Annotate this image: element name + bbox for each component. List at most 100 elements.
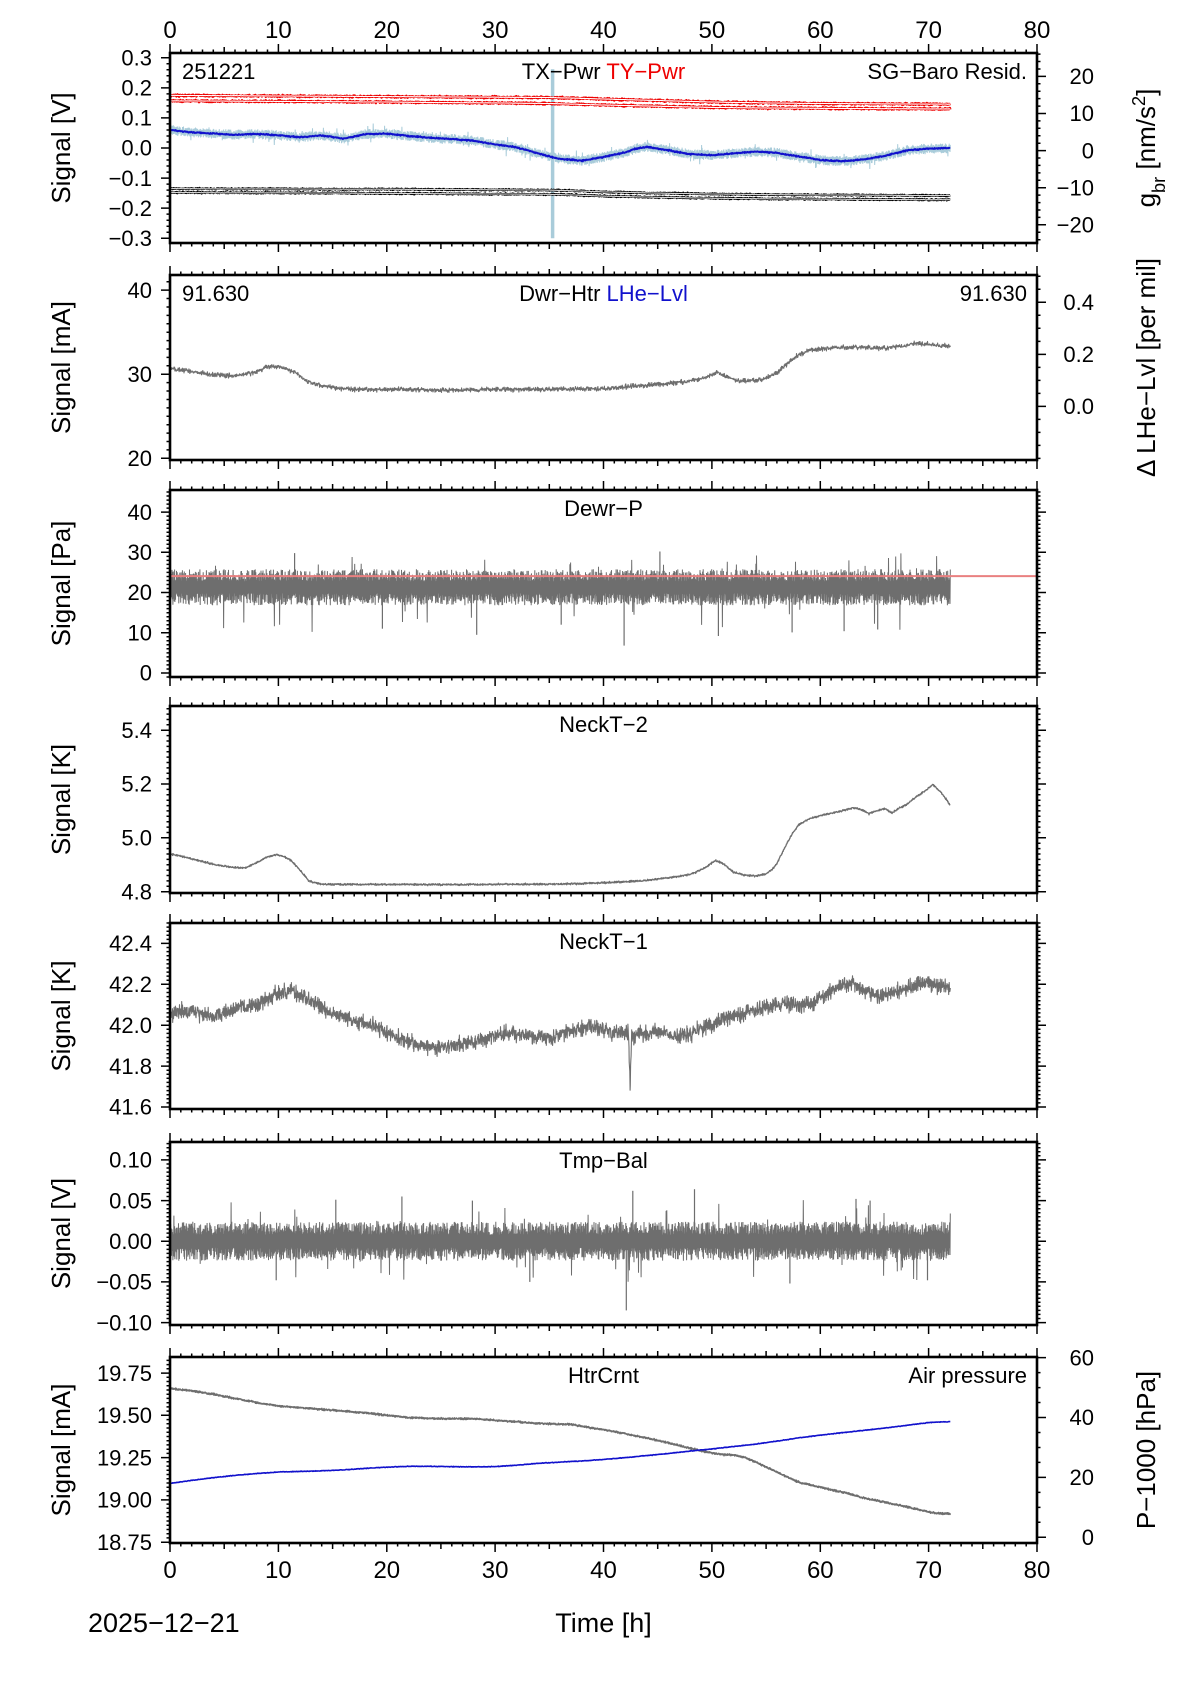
left-tick-label: 42.2 <box>109 972 152 997</box>
left-axis-title: Signal [Pa] <box>46 521 76 647</box>
series-ty-pwr-upper-smooth <box>170 94 951 105</box>
left-tick-label: 20 <box>128 446 152 471</box>
panel-ticks <box>161 266 1046 469</box>
right-axis-title: P−1000 [hPa] <box>1131 1371 1161 1529</box>
series-htrcrnt <box>170 1386 952 1516</box>
left-tick-label: 0.1 <box>121 106 152 131</box>
panel-7-htrcrnt-airpressure: 19.75 19.50 19.25 19.00 18.75 60 40 20 0 Signal [… <box>46 1345 1161 1555</box>
x-axis-top-label: 0 <box>163 17 176 44</box>
panel-ticks <box>161 44 1046 252</box>
left-tick-label: 30 <box>128 540 152 565</box>
left-tick-label: 0.3 <box>121 46 152 71</box>
left-tick-label: 0 <box>140 661 152 686</box>
panel-title: Dwr−Htr LHe−Lvl <box>519 281 688 306</box>
right-tick-label: 0.2 <box>1063 342 1094 367</box>
x-axis-bottom-label: 70 <box>915 1557 942 1584</box>
right-tick-label: −10 <box>1057 175 1094 200</box>
panel-2-dwr-htr-lhe-lvl: 40 30 20 0.4 0.2 0.0 Signal [mA] Δ LHe−Lvl [per… <box>46 258 1161 477</box>
left-tick-label: 41.6 <box>109 1095 152 1120</box>
x-axis-bottom-label: 80 <box>1024 1557 1051 1584</box>
panel-title: Dewr−P <box>564 496 643 521</box>
panel-3-dewr-p: 40 30 20 10 0 Signal [Pa] Dewr−P <box>46 481 1046 686</box>
left-tick-label: 0.2 <box>121 76 152 101</box>
x-axis-bottom-label: 30 <box>482 1557 509 1584</box>
panel-series <box>170 340 951 393</box>
series-dwr-htr <box>170 340 951 393</box>
left-tick-label: −0.3 <box>109 226 152 251</box>
x-axis-bottom-label: 40 <box>590 1557 617 1584</box>
x-axis-top-label: 80 <box>1024 17 1051 44</box>
x-axis-top-label: 60 <box>807 17 834 44</box>
panel-1-tx-ty-pwr-baro: 0.3 0.2 0.1 0.0 −0.1 −0.2 −0.3 20 10 0 −10 −20 Signa… <box>46 44 1169 252</box>
panel-frame <box>168 704 1039 895</box>
series-tx-pwr-upper-smooth <box>170 187 951 197</box>
panel-series <box>170 975 951 1091</box>
panel-ticks <box>161 1348 1046 1552</box>
left-axis-title: Signal [V] <box>46 92 76 203</box>
left-axis-title: Signal [K] <box>46 960 76 1071</box>
left-tick-label: 40 <box>128 278 152 303</box>
panel-title: HtrCrnt <box>568 1363 639 1388</box>
panel-title: NeckT−2 <box>559 712 648 737</box>
right-tick-label: 0.4 <box>1063 290 1094 315</box>
x-axis-top-label: 40 <box>590 17 617 44</box>
panel-title-left: 91.630 <box>182 281 249 306</box>
panel-frame <box>168 51 1039 245</box>
left-axis-title: Signal [K] <box>46 744 76 855</box>
panel-6-tmp-bal: 0.10 0.05 0.00 −0.05 −0.10 Signal [V] Tmp−Bal <box>46 1133 1046 1335</box>
left-tick-label: 19.25 <box>97 1445 152 1470</box>
panel-frame <box>168 1355 1039 1545</box>
panel-title-right: SG−Baro Resid. <box>867 59 1027 84</box>
left-tick-label: 5.4 <box>121 718 152 743</box>
left-tick-label: 19.00 <box>97 1488 152 1513</box>
series-air-pressure <box>170 1420 951 1485</box>
panel-title-left: 251221 <box>182 59 255 84</box>
left-axis-title: Signal [V] <box>46 1178 76 1289</box>
left-tick-label: −0.2 <box>109 196 152 221</box>
panel-series <box>170 1386 952 1516</box>
right-axis-title: Δ LHe−Lvl [per mil] <box>1131 258 1161 477</box>
panel-title-right: 91.630 <box>960 281 1027 306</box>
right-tick-label: 20 <box>1070 64 1094 89</box>
x-axis-title: Time [h] <box>555 1608 652 1638</box>
left-tick-label: 19.50 <box>97 1403 152 1428</box>
series-dewr-p-noise <box>170 553 951 632</box>
series-neckt1 <box>170 975 951 1091</box>
left-tick-label: 40 <box>128 500 152 525</box>
x-axis-top-label: 50 <box>699 17 726 44</box>
series-tx-pwr-lower-smooth <box>170 191 951 201</box>
panel-series <box>170 551 1037 646</box>
x-axis-bottom-label: 0 <box>163 1557 176 1584</box>
panel-ticks <box>161 1133 1046 1334</box>
panel-frame <box>168 488 1039 679</box>
panel-ticks <box>161 481 1046 686</box>
right-tick-label: 40 <box>1070 1405 1094 1430</box>
left-tick-label: −0.1 <box>109 166 152 191</box>
right-tick-label: 0 <box>1082 1525 1094 1550</box>
left-tick-label: 5.2 <box>121 772 152 797</box>
left-tick-label: 4.8 <box>121 879 152 904</box>
panel-ticks <box>161 697 1046 902</box>
x-axis-bottom-label: 20 <box>373 1557 400 1584</box>
left-tick-label: 20 <box>128 580 152 605</box>
date-label: 2025−12−21 <box>88 1608 240 1638</box>
panel-5-neckt-1: 42.4 42.2 42.0 41.8 41.6 Signal [K] NeckT−1 <box>46 914 1046 1120</box>
left-tick-label: 19.75 <box>97 1361 152 1386</box>
left-axis-title: Signal [mA] <box>46 1384 76 1517</box>
right-tick-label: 20 <box>1070 1465 1094 1490</box>
left-tick-label: 41.8 <box>109 1054 152 1079</box>
left-tick-label: 0.05 <box>109 1188 152 1213</box>
right-tick-label: 60 <box>1070 1345 1094 1370</box>
panel-series <box>170 69 952 239</box>
series-neckt2 <box>170 783 951 887</box>
x-axis-top-label: 30 <box>482 17 509 44</box>
right-tick-label: 0.0 <box>1063 394 1094 419</box>
left-tick-label: −0.05 <box>96 1270 152 1295</box>
panel-title: NeckT−1 <box>559 929 648 954</box>
panel-4-neckt-2: 5.4 5.2 5.0 4.8 Signal [K] NeckT−2 <box>46 697 1046 904</box>
left-tick-label: 18.75 <box>97 1530 152 1555</box>
panel-series <box>170 1189 951 1311</box>
panel-series <box>170 783 951 887</box>
